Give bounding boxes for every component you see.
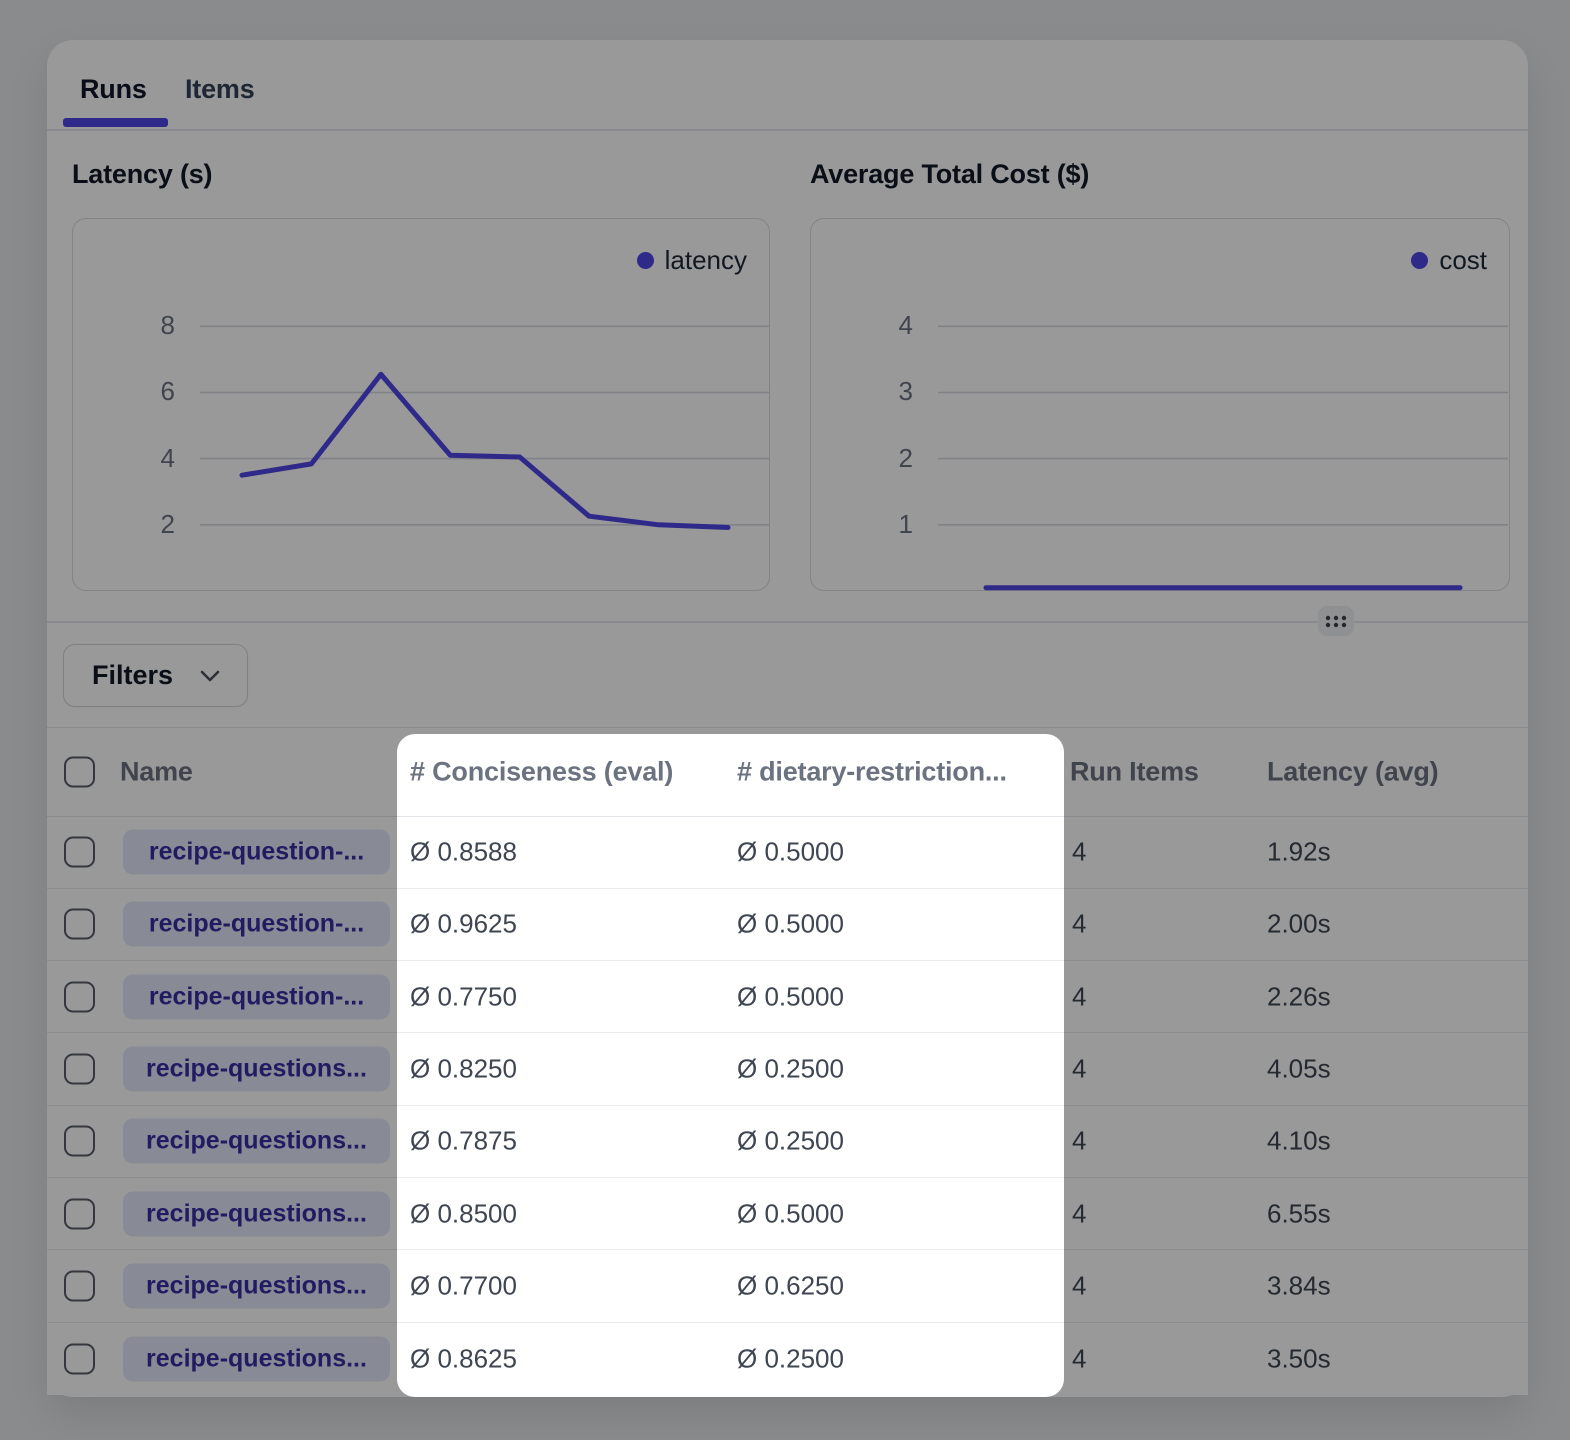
column-header-latency-avg[interactable]: Latency (avg) <box>1267 756 1439 787</box>
cost-line-chart <box>938 325 1508 591</box>
latency-chart-legend: latency <box>636 245 747 276</box>
y-axis-tick-label: 6 <box>160 376 175 407</box>
latency-line-chart <box>200 325 770 530</box>
row-checkbox[interactable] <box>64 1053 95 1085</box>
run-name-badge[interactable]: recipe-question-... <box>123 974 390 1020</box>
row-checkbox[interactable] <box>64 981 95 1013</box>
column-header-run-items[interactable]: Run Items <box>1070 756 1199 787</box>
run-name-badge[interactable]: recipe-questions... <box>123 1336 390 1382</box>
select-all-checkbox[interactable] <box>64 756 95 788</box>
tabbar-divider <box>47 129 1528 131</box>
y-axis-tick-label: 1 <box>898 508 913 539</box>
run-items-value: 4 <box>1072 1125 1087 1156</box>
y-axis-tick-label: 4 <box>898 310 913 341</box>
run-name-badge[interactable]: recipe-question-... <box>123 901 390 947</box>
conciseness-value: Ø 0.7700 <box>410 1270 517 1301</box>
row-checkbox[interactable] <box>64 1343 95 1375</box>
tab-items[interactable]: Items <box>185 74 255 104</box>
dietary-restriction-value: Ø 0.5000 <box>737 836 844 867</box>
latency-avg-value: 4.05s <box>1267 1053 1331 1084</box>
latency-avg-value: 2.26s <box>1267 981 1331 1012</box>
conciseness-value: Ø 0.7875 <box>410 1125 517 1156</box>
run-items-value: 4 <box>1072 908 1087 939</box>
run-name-badge[interactable]: recipe-questions... <box>123 1191 390 1237</box>
table-header-row: Name # Conciseness (eval) # dietary-rest… <box>47 727 1528 817</box>
row-checkbox[interactable] <box>64 1125 95 1157</box>
cost-legend-label: cost <box>1439 245 1487 275</box>
dietary-restriction-value: Ø 0.2500 <box>737 1343 844 1374</box>
run-items-value: 4 <box>1072 836 1087 867</box>
run-name-badge[interactable]: recipe-questions... <box>123 1118 390 1164</box>
row-checkbox[interactable] <box>64 908 95 940</box>
run-items-value: 4 <box>1072 1053 1087 1084</box>
grip-dots-icon <box>1325 615 1347 627</box>
table-row[interactable]: recipe-questions... Ø 0.8500 Ø 0.5000 4 … <box>47 1177 1528 1251</box>
run-items-value: 4 <box>1072 1198 1087 1229</box>
conciseness-value: Ø 0.8625 <box>410 1343 517 1374</box>
latency-avg-value: 2.00s <box>1267 908 1331 939</box>
latency-avg-value: 1.92s <box>1267 836 1331 867</box>
table-row[interactable]: recipe-question-... Ø 0.9625 Ø 0.5000 4 … <box>47 888 1528 962</box>
table-row[interactable]: recipe-questions... Ø 0.7875 Ø 0.2500 4 … <box>47 1105 1528 1178</box>
run-items-value: 4 <box>1072 1343 1087 1374</box>
table-body: recipe-question-... Ø 0.8588 Ø 0.5000 4 … <box>47 816 1528 1395</box>
conciseness-value: Ø 0.8250 <box>410 1053 517 1084</box>
chevron-down-icon <box>200 670 220 681</box>
dietary-restriction-value: Ø 0.2500 <box>737 1125 844 1156</box>
dietary-restriction-value: Ø 0.6250 <box>737 1270 844 1301</box>
table-row[interactable]: recipe-questions... Ø 0.8625 Ø 0.2500 4 … <box>47 1322 1528 1395</box>
conciseness-value: Ø 0.8588 <box>410 836 517 867</box>
runs-panel-card: Runs Items Latency (s) Average Total Cos… <box>47 40 1528 1397</box>
row-checkbox[interactable] <box>64 1270 95 1302</box>
column-header-name[interactable]: Name <box>120 756 193 787</box>
charts-section-divider <box>47 621 1528 623</box>
dietary-restriction-value: Ø 0.5000 <box>737 1198 844 1229</box>
dietary-restriction-value: Ø 0.5000 <box>737 908 844 939</box>
column-header-dietary-restriction[interactable]: # dietary-restriction... <box>737 756 1007 787</box>
row-checkbox[interactable] <box>64 1198 95 1230</box>
latency-legend-dot-icon <box>636 252 654 269</box>
table-row[interactable]: recipe-question-... Ø 0.7750 Ø 0.5000 4 … <box>47 961 1528 1034</box>
active-tab-indicator <box>63 118 168 127</box>
table-row[interactable]: recipe-questions... Ø 0.8250 Ø 0.2500 4 … <box>47 1033 1528 1106</box>
filters-button-label: Filters <box>92 660 174 690</box>
cost-chart-panel: cost 1 2 3 4 <box>810 218 1510 591</box>
run-name-badge[interactable]: recipe-questions... <box>123 1046 390 1092</box>
latency-legend-label: latency <box>664 245 747 275</box>
latency-chart-title: Latency (s) <box>72 159 213 189</box>
run-name-badge[interactable]: recipe-question-... <box>123 829 390 875</box>
table-row[interactable]: recipe-question-... Ø 0.8588 Ø 0.5000 4 … <box>47 816 1528 889</box>
latency-avg-value: 4.10s <box>1267 1125 1331 1156</box>
column-header-conciseness[interactable]: # Conciseness (eval) <box>410 756 674 787</box>
run-name-badge[interactable]: recipe-questions... <box>123 1263 390 1309</box>
dietary-restriction-value: Ø 0.2500 <box>737 1053 844 1084</box>
y-axis-tick-label: 3 <box>898 376 913 407</box>
latency-avg-value: 3.84s <box>1267 1270 1331 1301</box>
dietary-restriction-value: Ø 0.5000 <box>737 981 844 1012</box>
cost-chart-title: Average Total Cost ($) <box>810 159 1090 189</box>
table-row[interactable]: recipe-questions... Ø 0.7700 Ø 0.6250 4 … <box>47 1250 1528 1323</box>
latency-avg-value: 6.55s <box>1267 1198 1331 1229</box>
latency-chart-panel: latency 2 4 6 8 <box>72 218 770 591</box>
run-items-value: 4 <box>1072 1270 1087 1301</box>
conciseness-value: Ø 0.7750 <box>410 981 517 1012</box>
filters-button[interactable]: Filters <box>63 644 248 707</box>
y-axis-tick-label: 4 <box>160 442 175 473</box>
conciseness-value: Ø 0.8500 <box>410 1198 517 1229</box>
charts-resize-handle[interactable] <box>1318 606 1354 636</box>
run-items-value: 4 <box>1072 981 1087 1012</box>
cost-chart-legend: cost <box>1411 245 1487 276</box>
y-axis-tick-label: 8 <box>160 310 175 341</box>
tab-runs[interactable]: Runs <box>80 74 147 104</box>
row-checkbox[interactable] <box>64 836 95 868</box>
y-axis-tick-label: 2 <box>160 508 175 539</box>
conciseness-value: Ø 0.9625 <box>410 908 517 939</box>
cost-legend-dot-icon <box>1411 252 1429 269</box>
y-axis-tick-label: 2 <box>898 442 913 473</box>
latency-avg-value: 3.50s <box>1267 1343 1331 1374</box>
